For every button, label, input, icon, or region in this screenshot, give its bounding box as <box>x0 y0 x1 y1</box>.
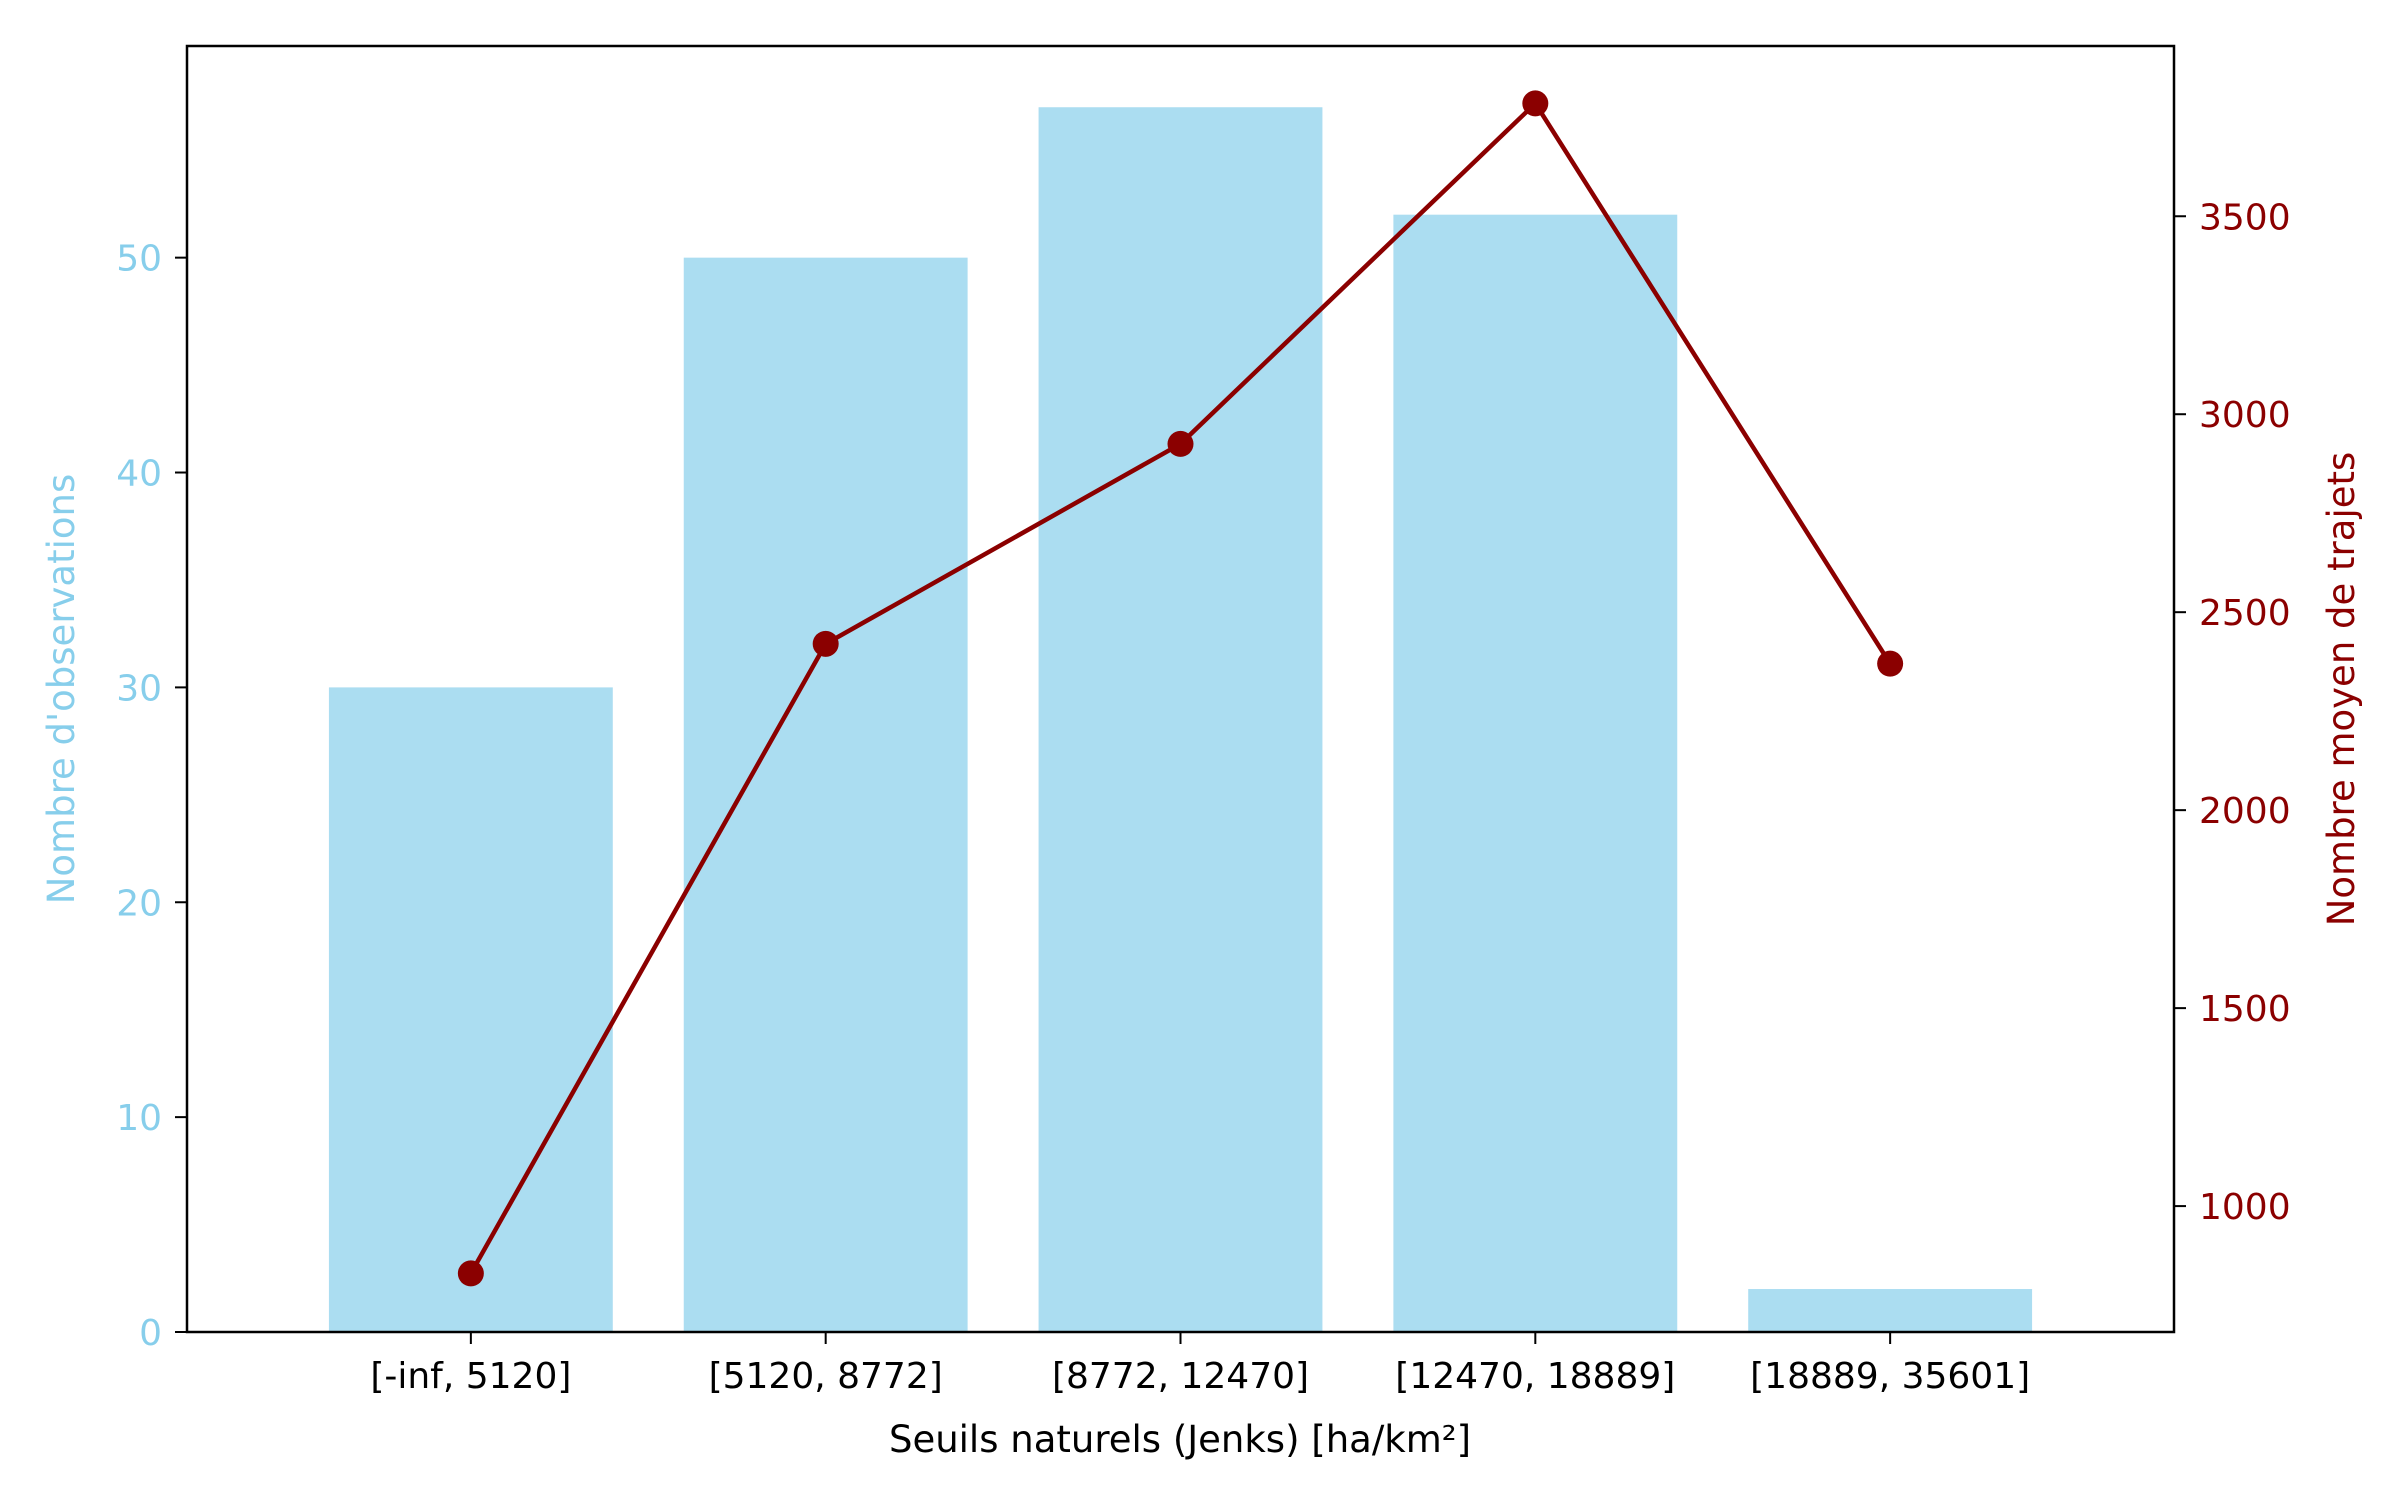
y-right-tick-label: 1500 <box>2199 989 2291 1030</box>
y-right-tick-label: 3500 <box>2199 197 2291 238</box>
line-point <box>812 630 839 657</box>
x-tick-label: [5120, 8772] <box>709 1356 943 1397</box>
line-point <box>1522 90 1549 117</box>
x-tick-label: [12470, 18889] <box>1395 1356 1675 1397</box>
y-right-tick-label: 3000 <box>2199 395 2291 436</box>
x-tick-label: [8772, 12470] <box>1052 1356 1309 1397</box>
x-tick-label: [-inf, 5120] <box>370 1356 571 1397</box>
line-point <box>457 1260 484 1287</box>
y-axis-left-title: Nombre d'observations <box>40 474 83 905</box>
y-right-tick-label: 2500 <box>2199 593 2291 634</box>
y-axis-right-title: Nombre moyen de trajets <box>2320 452 2363 927</box>
line-layer <box>457 90 1904 1287</box>
y-axis-left: 0 10 20 30 40 50 <box>116 239 187 1354</box>
y-left-tick-label: 10 <box>116 1098 162 1139</box>
bar <box>1038 107 1323 1333</box>
y-left-tick-label: 40 <box>116 454 162 495</box>
y-left-tick-label: 0 <box>139 1313 162 1354</box>
y-left-tick-label: 50 <box>116 239 162 280</box>
bar <box>328 687 613 1332</box>
x-axis: [-inf, 5120] [5120, 8772] [8772, 12470] [12… <box>370 1332 2030 1397</box>
bar <box>1748 1289 2033 1332</box>
bar <box>1393 214 1678 1333</box>
y-right-tick-label: 2000 <box>2199 791 2291 832</box>
y-left-tick-label: 30 <box>116 668 162 709</box>
bars-layer <box>328 107 2033 1333</box>
line-point <box>1167 430 1194 457</box>
line-point <box>1877 650 1904 677</box>
x-tick-label: [18889, 35601] <box>1750 1356 2030 1397</box>
bar <box>683 257 968 1332</box>
y-right-tick-label: 1000 <box>2199 1187 2291 1228</box>
x-axis-title: Seuils naturels (Jenks) [ha/km²] <box>889 1418 1471 1461</box>
y-axis-right: 1000 1500 2000 2500 3000 3500 <box>2174 197 2291 1228</box>
y-left-tick-label: 20 <box>116 883 162 924</box>
